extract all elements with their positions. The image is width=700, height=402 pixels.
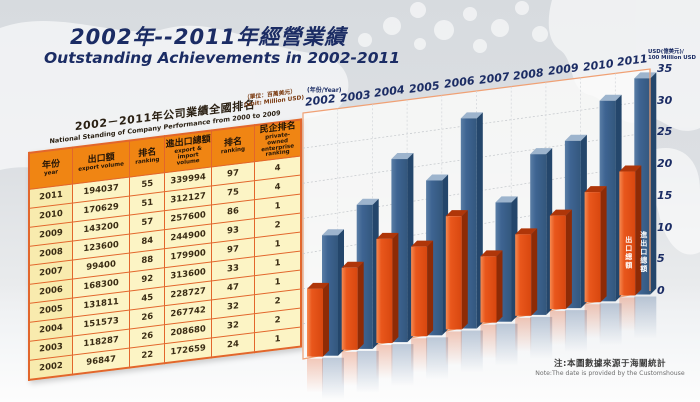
bar-total-top	[460, 112, 483, 119]
map-south-america-shape	[648, 147, 700, 255]
bar-total-top	[564, 134, 587, 141]
footnote-zh: 注:本圖數據來源于海關統計	[554, 359, 666, 369]
bar-export-reflection	[445, 331, 462, 366]
bar-export-reflection	[376, 345, 393, 380]
bar-total-reflection	[322, 357, 344, 400]
bar-export	[584, 192, 601, 303]
bar-export	[341, 267, 358, 350]
bar-export-side	[461, 210, 468, 330]
y-axis-unit-zh: USD(億美元)/	[648, 49, 684, 55]
bar-export-top	[619, 165, 642, 172]
bar-export-side	[531, 228, 538, 316]
bar-export-reflection	[619, 297, 636, 332]
bar-export-top	[445, 210, 468, 217]
page-title-en: Outstanding Achievements in 2002-2011	[44, 48, 401, 67]
bar-export-side	[357, 261, 364, 350]
bar-total-reflection	[530, 316, 553, 359]
bar-total-top	[634, 72, 657, 79]
footnote-en: Note:The date is provided by the Customs…	[535, 370, 685, 378]
bar-total-top	[495, 196, 518, 203]
bar-total-reflection	[391, 344, 414, 387]
bar-export-reflection	[480, 324, 497, 359]
bar-total-reflection	[460, 330, 483, 373]
bar-export-top	[307, 282, 329, 289]
map-asia-shape	[0, 20, 349, 173]
bar-total-reflection	[599, 303, 622, 346]
bar-export-side	[565, 209, 572, 310]
bar-export-side	[496, 250, 503, 323]
bar-export-side	[392, 232, 399, 344]
bar-total-top	[599, 94, 622, 101]
grid-line-horizontal	[302, 163, 651, 219]
map-europe-islands	[358, 1, 548, 53]
bar-export-side	[323, 282, 329, 357]
bar-total-top	[391, 153, 414, 160]
bar-export	[376, 238, 393, 344]
bar-total-reflection	[356, 350, 379, 393]
bar-total-top	[530, 148, 553, 155]
bar-export	[307, 288, 323, 357]
bar-export-top	[480, 250, 503, 257]
bar-total-reflection	[495, 323, 518, 366]
bar-export-side	[427, 240, 434, 337]
bar-total-top	[322, 229, 344, 236]
bar-export-side	[600, 186, 607, 303]
bar-export	[515, 234, 532, 316]
bar-export	[549, 215, 566, 310]
bar-export	[445, 216, 462, 330]
bar-total-side	[650, 72, 657, 295]
bar-export-reflection	[549, 311, 566, 346]
map-north-america-shape	[548, 0, 700, 131]
bar-export-reflection	[584, 304, 601, 339]
bar-export-top	[515, 228, 538, 235]
bar-export-side	[635, 165, 642, 296]
bar-total-reflection	[426, 337, 449, 380]
bar-export-top	[376, 232, 399, 239]
bar-total-reflection	[634, 296, 657, 339]
bar-export-top	[549, 209, 572, 216]
page-title-zh: 2002年--2011年經營業績	[70, 25, 347, 49]
bar-export-top	[341, 261, 364, 268]
bar-total-top	[356, 198, 379, 205]
bar-export	[411, 246, 428, 337]
bar-export-reflection	[411, 338, 428, 373]
grid-line-horizontal	[302, 132, 651, 184]
bar-total-top	[426, 174, 449, 181]
bar-export-reflection	[307, 358, 323, 393]
bar-export	[480, 256, 497, 323]
bar-total-reflection	[564, 310, 587, 353]
bar-export-top	[584, 186, 607, 193]
bar-export-top	[411, 240, 434, 247]
page-title: 2002年--2011年經營業績 Outstanding Achievement…	[44, 25, 401, 67]
y-axis-unit-en: 100 Million USD	[648, 55, 697, 62]
bar-export-reflection	[515, 317, 532, 352]
footnote: 注:本圖數據來源于海關統計 Note:The date is provided …	[520, 359, 700, 378]
y-axis-unit-label: USD(億美元)/ 100 Million USD	[648, 49, 700, 62]
bar-export	[619, 171, 636, 296]
bar-export-reflection	[341, 351, 358, 386]
